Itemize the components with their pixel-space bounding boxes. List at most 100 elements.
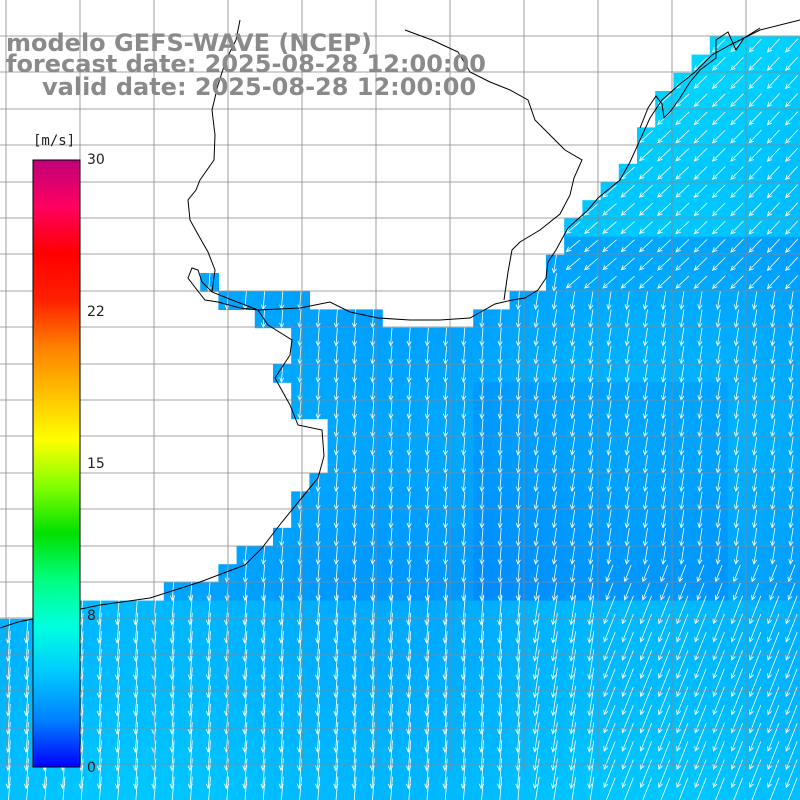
wind-arrow xyxy=(281,776,284,800)
wind-arrow xyxy=(584,239,599,253)
wind-arrow xyxy=(624,436,630,456)
wind-arrow xyxy=(675,221,690,235)
wind-arrow xyxy=(694,595,707,625)
wind-arrow xyxy=(388,473,394,493)
wind-arrow xyxy=(515,509,521,529)
wind-arrow xyxy=(715,291,721,311)
wind-arrow xyxy=(587,667,595,699)
wind-arrow xyxy=(606,509,612,529)
wind-arrow xyxy=(657,148,672,162)
wind-arrow xyxy=(424,491,430,511)
wind-speed-cell xyxy=(709,163,729,183)
wind-arrow xyxy=(679,436,685,456)
wind-speed-cell xyxy=(728,200,747,219)
wind-speed-cell xyxy=(728,182,747,201)
wind-arrow xyxy=(715,327,721,347)
wind-arrow xyxy=(642,582,650,601)
wind-arrow xyxy=(532,631,540,662)
wind-arrow xyxy=(279,309,285,329)
wind-arrow xyxy=(712,686,725,716)
wind-arrow xyxy=(784,220,799,235)
wind-arrow xyxy=(767,686,780,716)
wind-arrow xyxy=(748,111,762,126)
wind-arrow xyxy=(370,491,376,511)
wind-arrow xyxy=(679,364,685,383)
wind-arrow xyxy=(748,184,762,199)
wind-arrow xyxy=(315,364,321,384)
wind-arrow xyxy=(730,57,744,71)
river-border-line xyxy=(187,19,761,301)
wind-arrow xyxy=(711,184,726,199)
wind-arrow xyxy=(372,776,375,800)
wind-arrow xyxy=(588,400,594,420)
wind-arrow xyxy=(515,309,521,329)
wind-arrow xyxy=(620,184,635,198)
wind-arrow xyxy=(226,776,230,800)
wind-arrow xyxy=(461,436,467,456)
wind-arrow xyxy=(624,364,630,383)
wind-arrow xyxy=(711,148,726,162)
wind-speed-cell xyxy=(728,236,747,256)
wind-arrow xyxy=(352,400,358,420)
wind-arrow xyxy=(532,649,540,681)
wind-arrow xyxy=(262,776,266,800)
wind-arrow xyxy=(679,291,685,311)
wind-arrow xyxy=(784,129,799,144)
wind-speed-cell xyxy=(618,200,638,219)
wind-arrow xyxy=(711,129,726,144)
wind-arrow xyxy=(551,364,557,383)
wind-arrow xyxy=(390,776,393,800)
wind-arrow xyxy=(639,595,652,625)
wind-speed-cell xyxy=(691,218,711,238)
wind-arrow xyxy=(190,776,193,800)
wind-speed-cell xyxy=(709,200,729,219)
wind-arrow xyxy=(784,275,799,290)
wind-arrow xyxy=(406,327,412,347)
wind-speed-cell xyxy=(728,72,747,92)
wind-arrow xyxy=(624,509,630,529)
wind-speed-cell xyxy=(709,91,729,110)
wind-arrow xyxy=(208,776,211,800)
wind-arrow xyxy=(370,309,376,329)
wind-arrow xyxy=(565,257,581,271)
wind-arrow xyxy=(770,291,776,311)
wind-arrow xyxy=(565,239,581,253)
wind-arrow xyxy=(711,257,726,271)
wind-arrow xyxy=(443,509,449,529)
wind-arrow xyxy=(733,400,739,420)
wind-arrow xyxy=(532,722,540,753)
wind-arrow xyxy=(550,667,558,699)
wind-arrow xyxy=(661,436,667,456)
wind-arrow xyxy=(408,776,412,800)
wind-arrow xyxy=(675,93,690,107)
colorbar-tick-label: 30 xyxy=(87,152,105,168)
wind-arrow xyxy=(748,257,762,272)
wind-arrow xyxy=(730,239,744,253)
wind-arrow xyxy=(642,400,648,420)
wind-arrow xyxy=(370,364,376,384)
wind-arrow xyxy=(693,239,708,253)
wind-arrow xyxy=(244,776,248,800)
wind-arrow xyxy=(570,291,576,311)
wind-arrow xyxy=(587,722,595,753)
wind-arrow xyxy=(788,509,794,529)
wind-arrow xyxy=(767,668,780,698)
wind-speed-cell xyxy=(673,218,693,238)
wind-speed-cell xyxy=(600,218,620,238)
wind-arrow xyxy=(770,418,776,438)
wind-arrow xyxy=(621,686,634,716)
wind-arrow xyxy=(333,436,339,456)
wind-arrow xyxy=(661,546,667,565)
wind-arrow xyxy=(788,418,794,438)
wind-arrow xyxy=(297,309,303,329)
wind-arrow xyxy=(639,686,652,716)
wind-arrow xyxy=(370,473,376,493)
wind-arrow xyxy=(766,257,780,272)
wind-arrow xyxy=(639,613,652,643)
wind-arrow xyxy=(752,400,758,420)
wind-arrow xyxy=(333,546,339,566)
wind-arrow xyxy=(733,546,739,565)
wind-arrow xyxy=(642,291,648,311)
wind-speed-field xyxy=(0,36,800,800)
wind-arrow xyxy=(602,203,617,216)
